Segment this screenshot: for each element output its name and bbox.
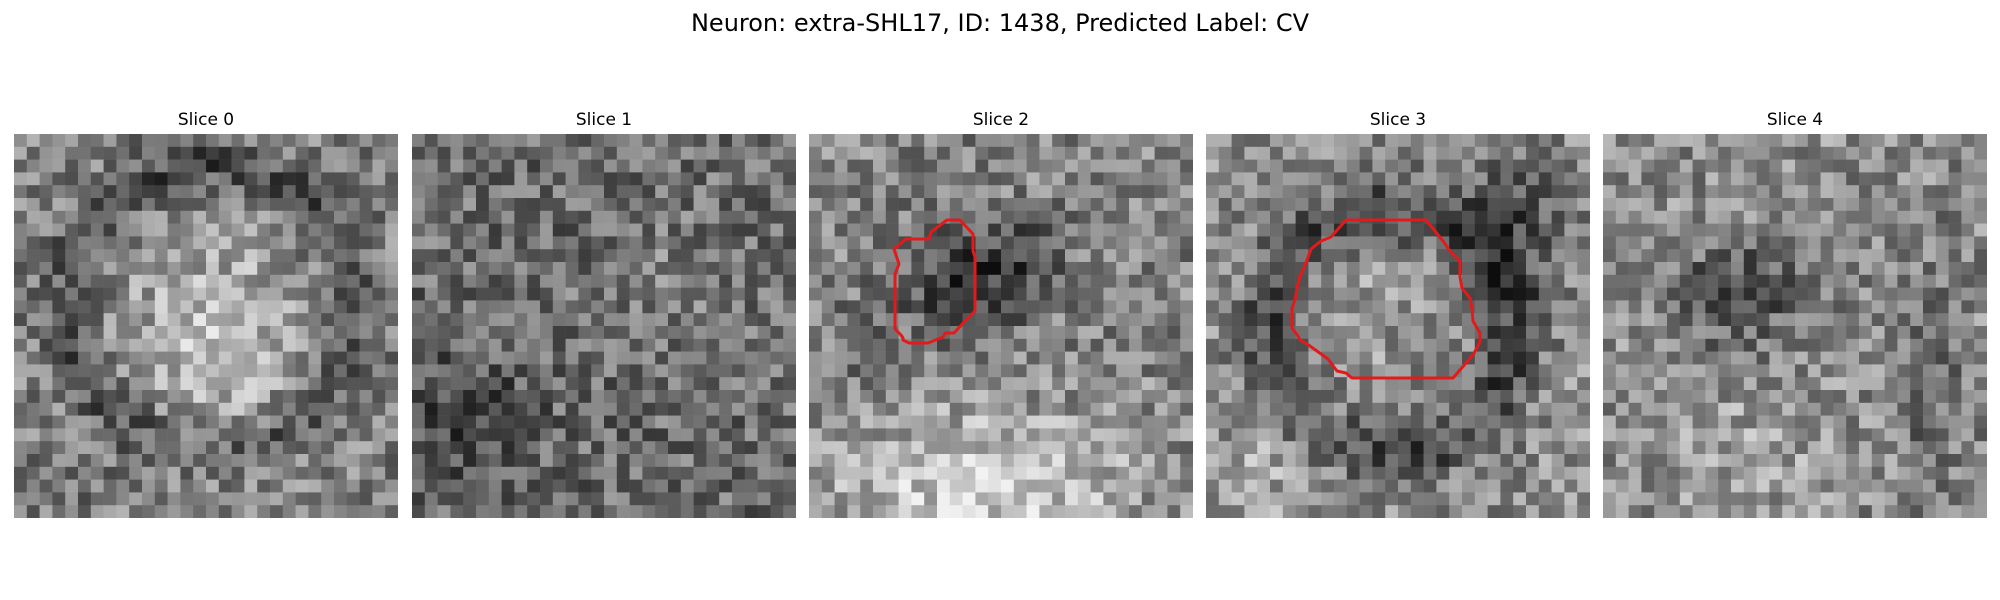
roi-contour-slice-3: [1290, 218, 1482, 380]
slice-title-2: Slice 2: [972, 110, 1030, 130]
slice-image-4: [1603, 134, 1987, 518]
slice-image-0: [14, 134, 398, 518]
slice-panel-0: Slice 0: [14, 108, 398, 518]
slice-title-0: Slice 0: [177, 110, 235, 130]
slice-title-4: Slice 4: [1766, 110, 1824, 130]
figure-title: Neuron: extra-SHL17, ID: 1438, Predicted…: [690, 9, 1310, 37]
slice-title-1: Slice 1: [575, 110, 633, 130]
slice-title-3: Slice 3: [1369, 110, 1427, 130]
slice-panel-3: Slice 3: [1206, 108, 1590, 518]
slice-panel-4: Slice 4: [1603, 108, 1987, 518]
slice-panel-1: Slice 1: [412, 108, 796, 518]
slice-image-2: [809, 134, 1193, 518]
slice-panel-2: Slice 2: [809, 108, 1193, 518]
slice-image-3: [1206, 134, 1590, 518]
roi-contour-slice-2: [892, 218, 977, 345]
slice-image-1: [412, 134, 796, 518]
